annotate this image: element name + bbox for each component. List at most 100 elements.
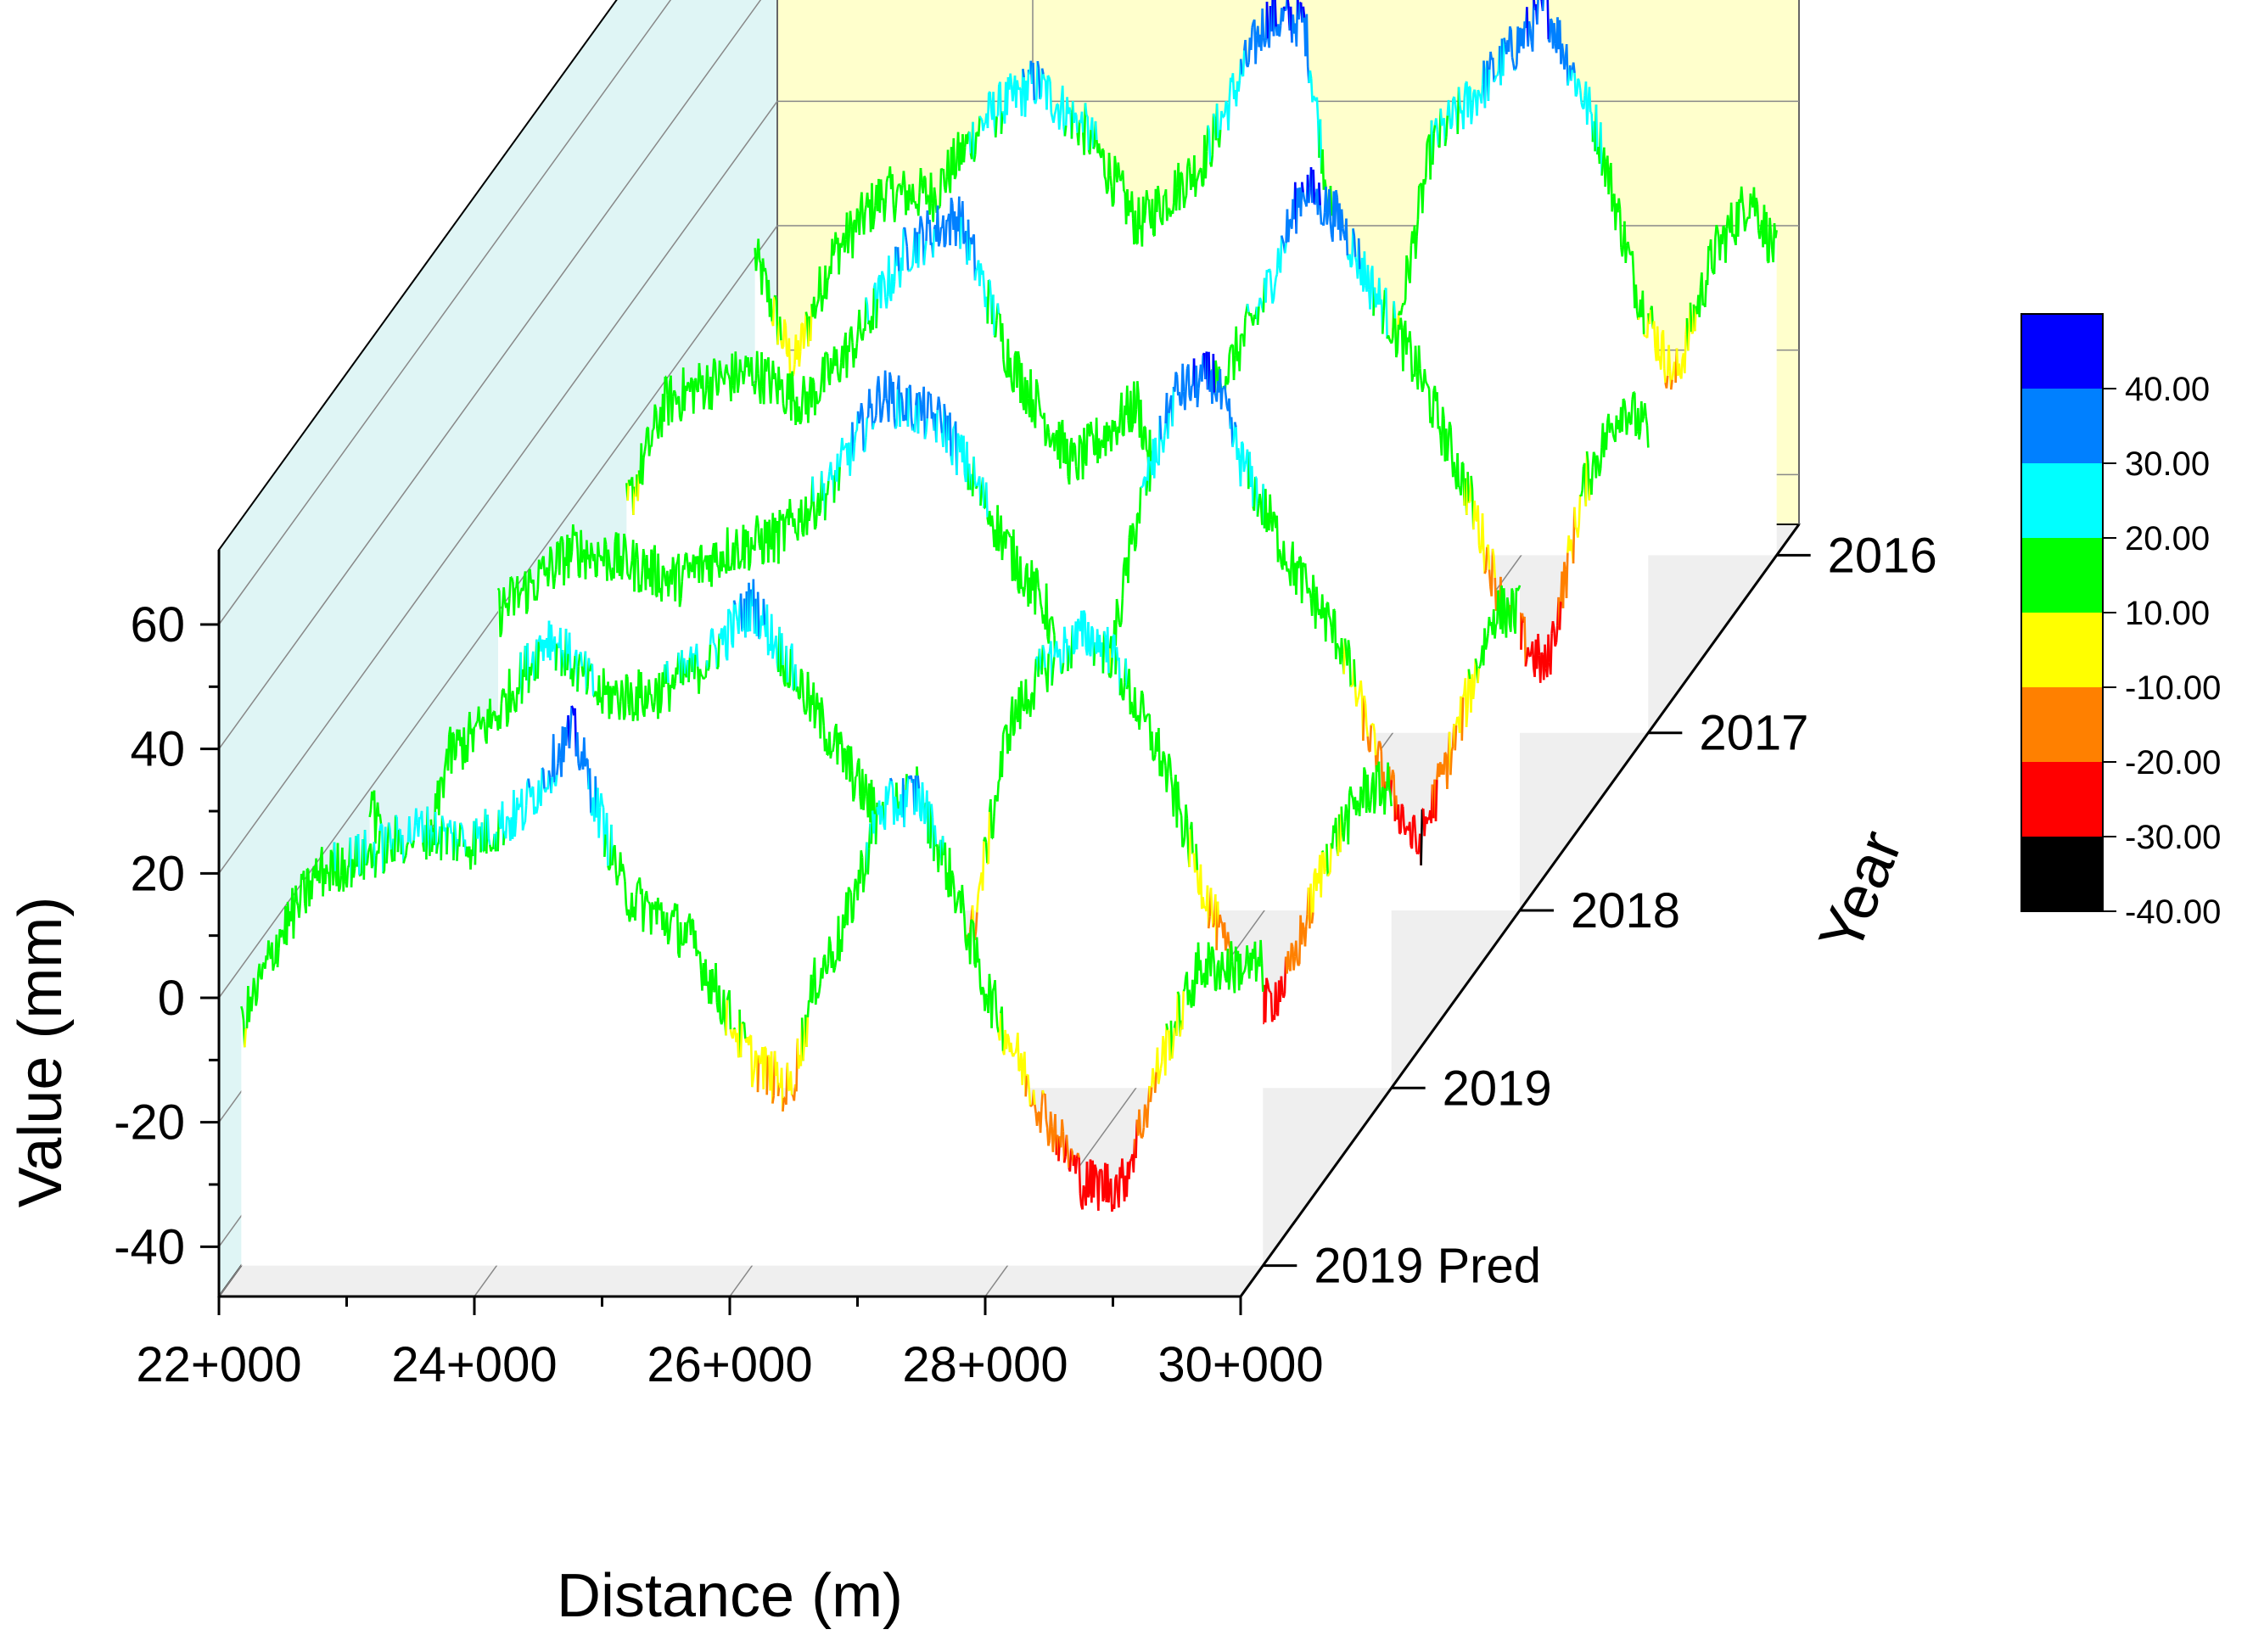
series-line-segment xyxy=(1057,652,1058,658)
series-line-segment xyxy=(1512,588,1513,592)
series-line-segment xyxy=(1093,147,1094,148)
series-line-segment xyxy=(1191,822,1192,854)
series-line-segment xyxy=(1269,269,1270,271)
series-line-segment xyxy=(1549,635,1550,663)
series-line-segment xyxy=(1251,313,1252,321)
series-line-segment xyxy=(941,420,942,433)
series-line-segment xyxy=(282,930,283,933)
series-line-segment xyxy=(1436,118,1437,130)
series-line-segment xyxy=(1399,833,1400,834)
series-line-segment xyxy=(1329,873,1330,875)
series-line-segment xyxy=(669,579,670,596)
colorbar-band xyxy=(2021,762,2103,837)
series-line-segment xyxy=(358,834,359,875)
series-line-segment xyxy=(881,417,882,423)
series-line-segment xyxy=(525,806,526,822)
series-line-segment xyxy=(679,554,680,607)
series-line-segment xyxy=(1647,425,1648,447)
series-line-segment xyxy=(816,304,817,308)
series-line-segment xyxy=(1091,626,1092,630)
series-line-segment xyxy=(1028,699,1029,703)
series-line-segment xyxy=(1109,153,1110,175)
series-line-segment xyxy=(1086,115,1087,117)
series-line-segment xyxy=(962,885,963,903)
series-line-segment xyxy=(1324,212,1325,226)
series-line-segment xyxy=(790,649,791,686)
series-line-segment xyxy=(1184,200,1185,208)
series-line-segment xyxy=(811,378,812,407)
series-line-segment xyxy=(1256,35,1257,64)
series-line-segment xyxy=(1038,385,1039,398)
colorbar-label: -30.00 xyxy=(2125,819,2221,856)
colorbar-label: -20.00 xyxy=(2125,744,2221,781)
series-line-segment xyxy=(1244,317,1245,346)
series-line-segment xyxy=(964,917,965,941)
series-line-segment xyxy=(990,799,991,838)
series-line-segment xyxy=(1240,334,1241,371)
series-line-segment xyxy=(556,775,557,786)
series-line-segment xyxy=(1577,79,1578,95)
series-line-segment xyxy=(1439,426,1440,435)
series-line-segment xyxy=(712,379,713,410)
series-line-segment xyxy=(758,592,759,639)
series-line-segment xyxy=(939,404,940,420)
series-line-segment xyxy=(1164,754,1165,765)
series-line-segment xyxy=(1187,819,1188,850)
series-line-segment xyxy=(1013,529,1014,580)
series-line-segment xyxy=(1233,440,1234,447)
series-line-segment xyxy=(816,508,817,527)
series-line-segment xyxy=(727,995,728,1000)
series-line-segment xyxy=(1320,205,1321,225)
series-line-segment xyxy=(977,894,978,912)
series-line-segment xyxy=(1048,1141,1049,1146)
series-line-segment xyxy=(1238,448,1239,459)
series-line-segment xyxy=(881,272,882,309)
series-line-segment xyxy=(651,694,652,706)
series-line-segment xyxy=(1062,1119,1063,1131)
series-line-segment xyxy=(1436,780,1437,821)
series-line-segment xyxy=(1168,413,1169,439)
series-line-segment xyxy=(570,706,571,729)
series-line-segment xyxy=(1039,398,1040,408)
series-line-segment xyxy=(730,611,731,613)
series-line-segment xyxy=(446,824,447,854)
series-line-segment xyxy=(489,838,490,844)
series-line-segment xyxy=(1121,678,1122,697)
series-line-segment xyxy=(694,655,695,680)
series-line-segment xyxy=(1296,941,1297,960)
series-line-segment xyxy=(1229,98,1230,131)
series-line-segment xyxy=(492,712,493,717)
series-line-segment xyxy=(1223,970,1224,971)
series-line-segment xyxy=(1398,804,1399,833)
series-line-segment xyxy=(1222,952,1223,970)
series-line-segment xyxy=(590,768,591,812)
series-line-segment xyxy=(1140,1110,1141,1133)
series-line-segment xyxy=(734,601,735,605)
series-line-segment xyxy=(514,589,515,616)
series-line-segment xyxy=(1121,598,1122,622)
series-line-segment xyxy=(1325,603,1326,641)
series-line-segment xyxy=(511,577,512,578)
series-line-segment xyxy=(1067,1135,1068,1150)
series-line-segment xyxy=(1189,989,1190,998)
series-line-segment xyxy=(1270,495,1271,520)
series-line-segment xyxy=(1002,323,1003,360)
series-line-segment xyxy=(549,770,550,778)
series-line-segment xyxy=(1488,70,1489,101)
series-line-segment xyxy=(608,550,609,562)
series-line-segment xyxy=(543,769,544,788)
series-line-segment xyxy=(501,704,502,729)
series-line-segment xyxy=(1137,381,1138,395)
series-line-segment xyxy=(1337,643,1338,647)
series-line-segment xyxy=(1101,1170,1102,1201)
series-line-segment xyxy=(556,542,557,570)
series-line-segment xyxy=(1069,108,1070,113)
series-line-segment xyxy=(712,969,713,990)
series-line-segment xyxy=(1062,86,1063,127)
series-line-segment xyxy=(1503,38,1504,76)
series-line-segment xyxy=(727,373,728,375)
series-line-segment xyxy=(1285,9,1286,11)
series-line-segment xyxy=(1260,298,1261,301)
series-line-segment xyxy=(1146,450,1147,451)
series-line-segment xyxy=(992,516,993,528)
